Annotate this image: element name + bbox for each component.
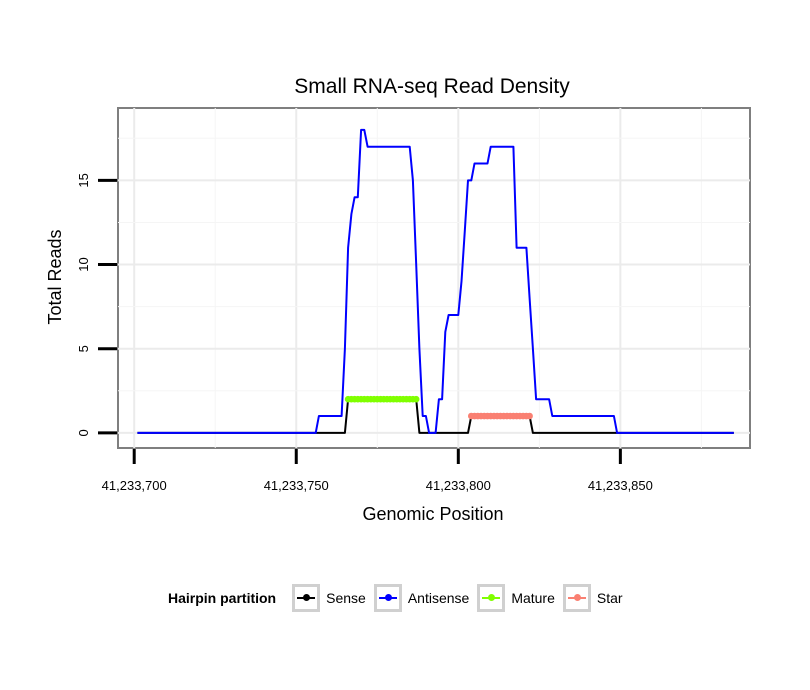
plot-panel [117, 107, 751, 449]
legend-key-antisense [373, 584, 402, 612]
series-point-star [526, 412, 533, 420]
legend-item-sense: Sense [292, 584, 368, 612]
series-layer [137, 128, 734, 434]
x-tick-label: 41,233,700 [102, 478, 167, 493]
y-tick-label: 10 [76, 257, 91, 271]
x-tick-label: 41,233,750 [264, 478, 329, 493]
x-tick-label: 41,233,800 [426, 478, 491, 493]
axes: 41,233,700 41,233,750 41,233,800 41,233,850… [76, 173, 653, 493]
legend-key-mature [477, 584, 506, 612]
series-line-sense [137, 398, 734, 434]
legend-key-sense [292, 584, 321, 612]
legend-label-mature: Mature [511, 590, 555, 606]
x-tick-label: 41,233,850 [588, 478, 653, 493]
legend-item-star: Star [562, 584, 625, 612]
y-tick-label: 15 [76, 173, 91, 187]
y-tick-label: 5 [76, 345, 91, 352]
legend-label-star: Star [596, 590, 623, 606]
legend-key-star [562, 584, 591, 612]
chart-title: Small RNA-seq Read Density [294, 75, 570, 98]
x-axis-label: Genomic Position [362, 504, 503, 524]
series-line-antisense [137, 128, 734, 434]
series-point-mature [412, 395, 420, 403]
legend-item-mature: Mature [477, 584, 557, 612]
legend-label-antisense: Antisense [407, 590, 470, 606]
legend-title: Hairpin partition [168, 590, 277, 606]
legend-item-antisense: Antisense [373, 584, 471, 612]
y-tick-label: 0 [76, 429, 91, 436]
legend: Hairpin partition Sense Antisense Mature… [168, 581, 631, 615]
y-axis-label: Total Reads [45, 229, 65, 324]
legend-label-sense: Sense [326, 590, 366, 606]
